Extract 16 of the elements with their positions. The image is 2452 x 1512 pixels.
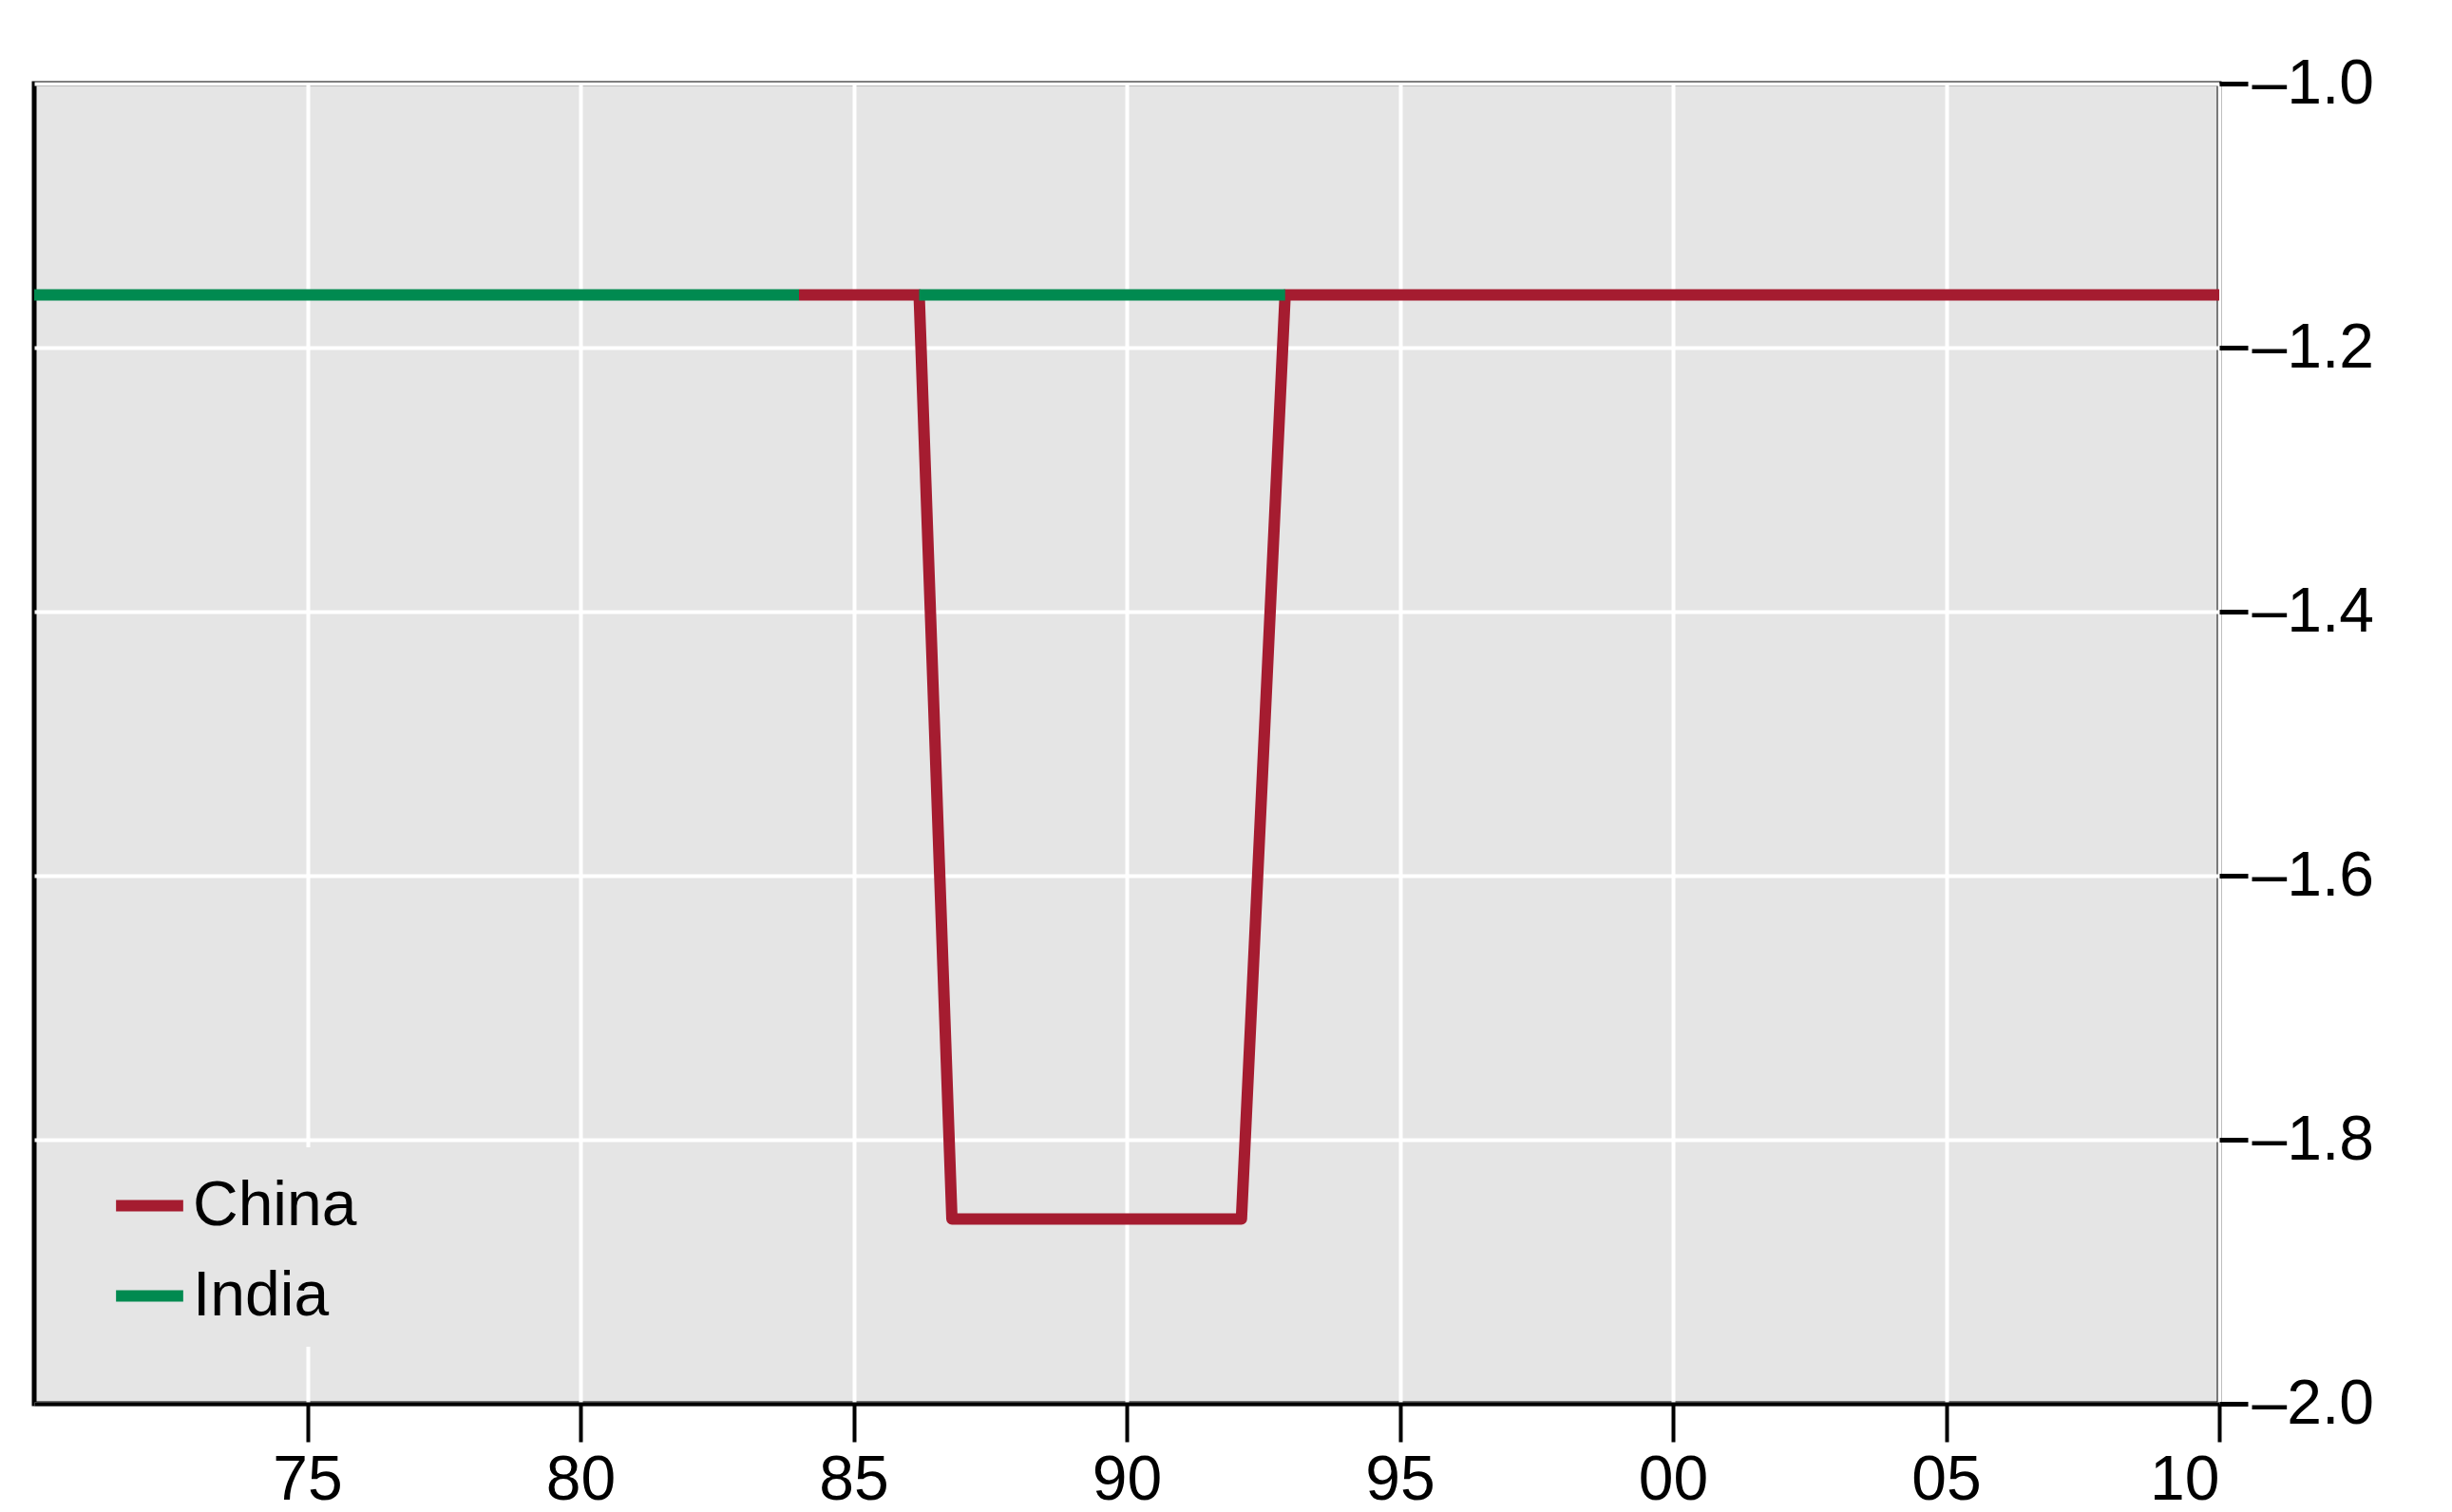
y-tick-label: –1.2 xyxy=(2252,310,2374,381)
y-tick-label: –1.8 xyxy=(2252,1102,2374,1173)
x-tick-label: 90 xyxy=(1092,1442,1163,1512)
x-tick-label: 80 xyxy=(545,1442,617,1512)
x-tick-label: 75 xyxy=(273,1442,343,1512)
legend-label: China xyxy=(193,1167,357,1238)
y-tick-label: –1.0 xyxy=(2252,46,2374,117)
x-tick-label: 00 xyxy=(1638,1442,1709,1512)
x-tick-label: 85 xyxy=(819,1442,889,1512)
x-tick-label: 05 xyxy=(1911,1442,1982,1512)
x-tick-label: 10 xyxy=(2150,1442,2220,1512)
y-tick-label: –1.6 xyxy=(2252,838,2374,909)
y-tick-label: –1.4 xyxy=(2252,574,2374,645)
legend-label: India xyxy=(193,1257,330,1329)
x-tick-label: 95 xyxy=(1365,1442,1435,1512)
y-tick-label: –2.0 xyxy=(2252,1366,2374,1437)
